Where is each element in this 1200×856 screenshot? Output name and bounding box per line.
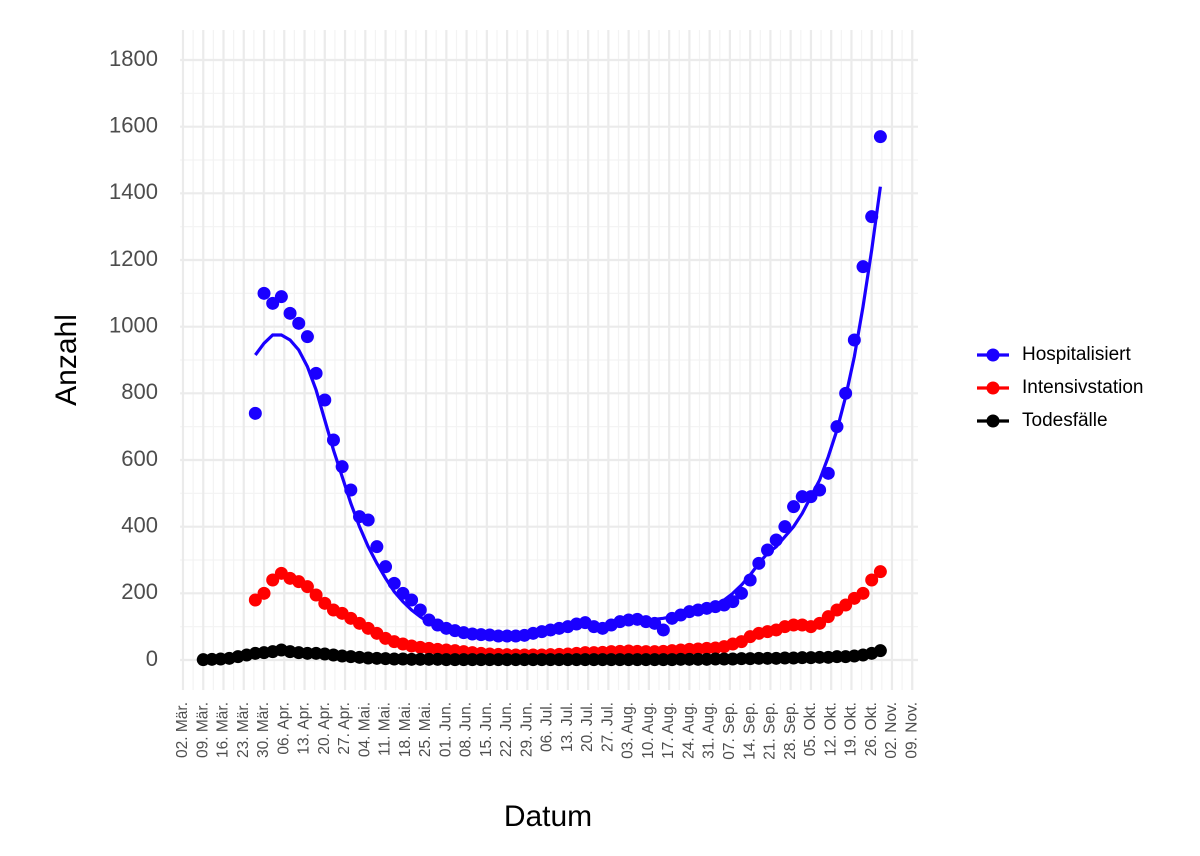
point <box>292 316 306 330</box>
x-tick-label: 25. Mai. <box>417 702 434 757</box>
x-tick-label: 27. Apr. <box>336 702 353 755</box>
x-tick-label: 12. Okt. <box>822 702 839 756</box>
x-tick-label: 20. Jul. <box>579 702 596 752</box>
legend-item: Intensivstation <box>977 377 1143 398</box>
x-tick-label: 11. Mai. <box>377 702 394 756</box>
legend-label: Hospitalisiert <box>1022 344 1131 365</box>
x-tick-label: 10. Aug. <box>640 702 657 759</box>
y-tick-label: 1400 <box>109 179 158 204</box>
point <box>309 588 323 602</box>
legend-dot <box>986 348 1000 362</box>
y-tick-label: 200 <box>121 579 158 604</box>
x-tick-label: 17. Aug. <box>660 702 677 759</box>
x-tick-label: 24. Aug. <box>680 702 697 759</box>
point <box>778 520 792 534</box>
point <box>300 580 314 594</box>
legend-label: Intensivstation <box>1022 377 1143 398</box>
x-axis-title: Datum <box>504 800 592 833</box>
x-tick-label: 03. Aug. <box>620 702 637 759</box>
series <box>248 130 887 643</box>
point <box>873 644 887 658</box>
x-tick-label: 23. Mär. <box>235 702 252 758</box>
point <box>873 130 887 144</box>
y-tick-label: 1000 <box>109 312 158 337</box>
x-tick-label: 19. Okt. <box>843 702 860 756</box>
x-tick-label: 29. Jun. <box>518 702 535 757</box>
legend-dot <box>986 414 1000 428</box>
x-tick-label: 13. Apr. <box>296 702 313 755</box>
x-tick-label: 30. Mär. <box>255 702 272 758</box>
y-tick-label: 400 <box>121 512 158 537</box>
x-tick-label: 01. Jun. <box>437 702 454 757</box>
point <box>300 330 314 344</box>
y-tick-label: 1800 <box>109 46 158 71</box>
point <box>257 286 271 300</box>
point <box>821 466 835 480</box>
x-tick-label: 21. Sep. <box>762 702 779 760</box>
x-tick-label: 22. Jun. <box>498 702 515 757</box>
x-tick-label: 20. Apr. <box>316 702 333 755</box>
x-tick-label: 02. Mär. <box>174 702 191 758</box>
point <box>370 540 384 554</box>
series <box>196 643 887 667</box>
point <box>787 500 801 514</box>
point <box>274 290 288 304</box>
x-tick-label: 14. Sep. <box>741 702 758 760</box>
legend-dot <box>986 381 1000 395</box>
x-tick-label: 07. Sep. <box>721 702 738 760</box>
point <box>405 593 419 607</box>
point <box>856 586 870 600</box>
x-tick-label: 06. Jul. <box>539 702 556 752</box>
point <box>257 586 271 600</box>
point <box>309 366 323 380</box>
point <box>726 595 740 609</box>
x-tick-label: 09. Nov. <box>903 702 920 759</box>
x-tick-label: 08. Jun. <box>458 702 475 757</box>
x-tick-label: 27. Jul. <box>599 702 616 752</box>
y-tick-label: 1200 <box>109 246 158 271</box>
x-tick-label: 26. Okt. <box>863 702 880 756</box>
x-tick-label: 18. Mai. <box>397 702 414 757</box>
y-axis-title: Anzahl <box>50 314 83 406</box>
x-tick-label: 04. Mai. <box>356 702 373 757</box>
x-tick-label: 09. Mär. <box>194 702 211 758</box>
x-tick-label: 28. Sep. <box>782 702 799 760</box>
x-tick-label: 02. Nov. <box>883 702 900 759</box>
point <box>361 513 375 527</box>
legend-item: Hospitalisiert <box>977 344 1131 365</box>
x-tick-label: 16. Mär. <box>215 702 232 758</box>
point <box>856 260 870 274</box>
point <box>248 406 262 420</box>
x-tick-label: 06. Apr. <box>275 702 292 755</box>
y-tick-label: 1600 <box>109 112 158 137</box>
y-tick-label: 0 <box>146 646 158 671</box>
point <box>865 573 879 587</box>
y-tick-label: 800 <box>121 379 158 404</box>
legend-item: Todesfälle <box>977 410 1108 431</box>
point <box>656 623 670 637</box>
x-tick-label: 15. Jun. <box>478 702 495 757</box>
legend-label: Todesfälle <box>1022 410 1108 431</box>
x-tick-label: 05. Okt. <box>802 702 819 756</box>
x-tick-label: 31. Aug. <box>701 702 718 759</box>
point <box>283 306 297 320</box>
x-tick-label: 13. Jul. <box>559 702 576 752</box>
grid <box>180 30 918 690</box>
trend-line <box>254 186 882 638</box>
point <box>761 543 775 557</box>
y-tick-label: 600 <box>121 446 158 471</box>
point <box>873 565 887 579</box>
